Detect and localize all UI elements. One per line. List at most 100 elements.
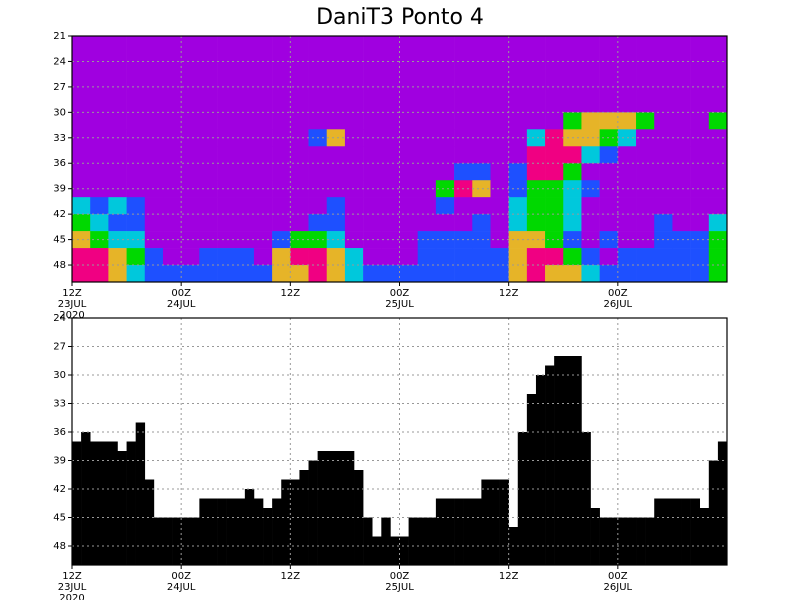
heatmap-cell (344, 197, 364, 215)
heatmap-cell (636, 36, 655, 62)
heatmap-cell (654, 265, 673, 283)
area-step (335, 451, 346, 565)
y-tick-label: 24 (53, 313, 66, 324)
heatmap-cell (326, 214, 346, 232)
heatmap-cell (399, 36, 418, 62)
heatmap-cell (199, 265, 218, 283)
area-step (372, 536, 382, 565)
area-step (663, 498, 673, 565)
area-step (708, 460, 719, 565)
area-step (81, 432, 91, 565)
area-step (290, 479, 300, 565)
heatmap-cell (181, 231, 200, 249)
heatmap-cell (308, 248, 328, 266)
heatmap-cell (72, 214, 91, 232)
heatmap-cell (144, 36, 164, 62)
heatmap-cell (381, 231, 400, 249)
heatmap-cell (399, 248, 418, 266)
heatmap-cell (217, 214, 237, 232)
heatmap-cell (272, 180, 291, 198)
area-step (581, 432, 591, 565)
heatmap-cell (545, 197, 564, 215)
heatmap-cell (617, 214, 637, 232)
heatmap-cell (636, 180, 655, 198)
heatmap-cell (90, 61, 109, 88)
heatmap-cell (399, 86, 418, 113)
area-step (281, 479, 291, 565)
heatmap-cell (708, 146, 728, 164)
heatmap-cell (417, 36, 437, 62)
heatmap-cell (617, 248, 637, 266)
heatmap-cell (581, 248, 600, 266)
heatmap-cell (126, 214, 146, 232)
heatmap-cell (417, 129, 437, 147)
heatmap-cell (417, 197, 437, 215)
area-step (90, 441, 100, 565)
area-step (626, 517, 637, 565)
area-step (72, 441, 82, 565)
heatmap-cell (708, 214, 728, 232)
heatmap-cell (435, 86, 455, 113)
heatmap-cell (217, 36, 237, 62)
heatmap-cell (563, 86, 582, 113)
heatmap-cell (199, 214, 218, 232)
heatmap-cell (144, 146, 164, 164)
heatmap-cell (417, 214, 437, 232)
heatmap-cell (381, 86, 400, 113)
heatmap-cell (235, 36, 255, 62)
heatmap-cell (581, 265, 600, 283)
heatmap-cell (654, 197, 673, 215)
area-step (545, 365, 555, 565)
heatmap-cell (454, 36, 473, 62)
heatmap-cell (526, 163, 546, 181)
heatmap-cell (162, 265, 182, 283)
area-step (526, 394, 537, 565)
area-step (408, 517, 418, 565)
heatmap-cell (253, 248, 273, 266)
area-step (308, 460, 318, 565)
heatmap-cell (636, 214, 655, 232)
heatmap-cell (126, 112, 146, 130)
heatmap-cell (435, 112, 455, 130)
heatmap-cell (435, 265, 455, 283)
heatmap-cell (581, 214, 600, 232)
heatmap-cell (72, 146, 91, 164)
area-step (654, 498, 664, 565)
heatmap-cell (472, 146, 491, 164)
heatmap-cell (472, 265, 491, 283)
heatmap-cell (72, 248, 91, 266)
heatmap-cell (144, 214, 164, 232)
heatmap-cell (545, 248, 564, 266)
heatmap-cell (581, 163, 600, 181)
heatmap-cell (363, 61, 382, 88)
heatmap-cell (90, 112, 109, 130)
heatmap-cell (272, 129, 291, 147)
x-tick-label: 12Z (62, 288, 82, 299)
heatmap-cell (272, 112, 291, 130)
heatmap-cell (636, 112, 655, 130)
area-step (699, 508, 710, 565)
heatmap-cell (253, 265, 273, 283)
heatmap-cell (672, 197, 691, 215)
heatmap-cell (162, 163, 182, 181)
heatmap-cell (235, 61, 255, 88)
heatmap-cell (581, 231, 600, 249)
y-tick-label: 39 (53, 184, 66, 195)
heatmap-cell (472, 180, 491, 198)
heatmap-cell (563, 146, 582, 164)
heatmap-cell (326, 146, 346, 164)
heatmap-cell (617, 61, 637, 88)
heatmap-cell (144, 180, 164, 198)
heatmap-cell (162, 146, 182, 164)
heatmap-cell (126, 36, 146, 62)
heatmap-cell (326, 163, 346, 181)
heatmap-cell (72, 36, 91, 62)
heatmap-cell (181, 197, 200, 215)
heatmap-cell (381, 265, 400, 283)
heatmap-cell (672, 146, 691, 164)
heatmap-cell (417, 265, 437, 283)
heatmap-cell (472, 163, 491, 181)
heatmap-cell (235, 163, 255, 181)
heatmap-cell (162, 61, 182, 88)
area-step (144, 479, 155, 565)
